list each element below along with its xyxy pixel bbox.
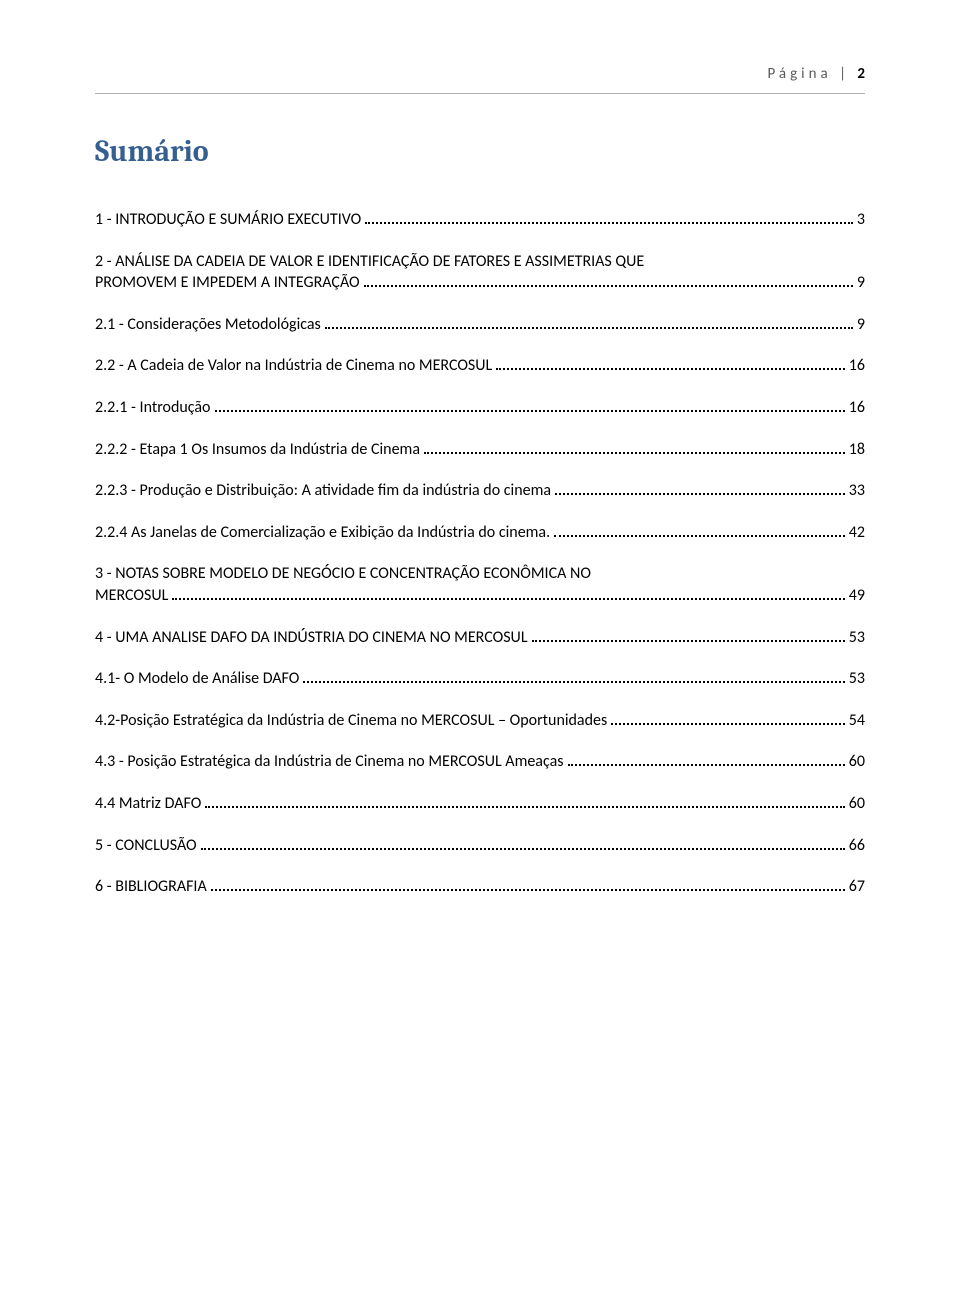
page-title: Sumário	[95, 134, 865, 169]
toc-text-cont: MERCOSUL	[95, 585, 168, 607]
toc-entry: 4.3 - Posição Estratégica da Indústria d…	[95, 751, 865, 773]
toc-page-number: 60	[849, 751, 865, 773]
toc-page-number: 54	[849, 710, 865, 732]
toc-entry: 2.2.3 - Produção e Distribuição: A ativi…	[95, 480, 865, 502]
toc-entry: 2 - ANÁLISE DA CADEIA DE VALOR E IDENTIF…	[95, 251, 865, 294]
toc-page-number: 53	[849, 627, 865, 649]
toc-entry: 5 - CONCLUSÃO 66	[95, 835, 865, 857]
toc-leader-dots	[555, 482, 845, 495]
toc-leader-dots	[364, 274, 853, 287]
header-label: Página	[767, 65, 831, 83]
toc-page-number: 53	[849, 668, 865, 690]
header-rule	[95, 93, 865, 94]
toc-page-number: 60	[849, 793, 865, 815]
toc-entry: 2.1 - Considerações Metodológicas 9	[95, 314, 865, 336]
toc-page-number: 9	[857, 314, 865, 336]
toc-text: 4.3 - Posição Estratégica da Indústria d…	[95, 751, 564, 773]
toc-leader-dots	[325, 316, 853, 329]
toc-text: 4 - UMA ANALISE DAFO DA INDÚSTRIA DO CIN…	[95, 627, 528, 649]
toc-page-number: 16	[849, 355, 865, 377]
toc-line2: PROMOVEM E IMPEDEM A INTEGRAÇÃO 9	[95, 272, 865, 294]
toc-text: 1 - INTRODUÇÃO E SUMÁRIO EXECUTIVO	[95, 209, 361, 231]
toc-entry: 6 - BIBLIOGRAFIA 67	[95, 876, 865, 898]
toc-entry: 4 - UMA ANALISE DAFO DA INDÚSTRIA DO CIN…	[95, 627, 865, 649]
toc-entry: 2.2 - A Cadeia de Valor na Indústria de …	[95, 355, 865, 377]
toc-page-number: 9	[857, 272, 865, 294]
page-header: Página | 2	[95, 65, 865, 83]
table-of-contents: 1 - INTRODUÇÃO E SUMÁRIO EXECUTIVO 3 2 - A…	[95, 209, 865, 898]
toc-entry: 3 - NOTAS SOBRE MODELO DE NEGÓCIO E CONC…	[95, 563, 865, 606]
toc-leader-dots	[496, 358, 845, 371]
toc-text: 6 - BIBLIOGRAFIA	[95, 876, 207, 898]
toc-leader-dots	[365, 211, 853, 224]
toc-entry: 4.1- O Modelo de Análise DAFO 53	[95, 668, 865, 690]
toc-text: 2 - ANÁLISE DA CADEIA DE VALOR E IDENTIF…	[95, 251, 865, 273]
toc-leader-dots	[568, 754, 845, 767]
toc-entry: 1 - INTRODUÇÃO E SUMÁRIO EXECUTIVO 3	[95, 209, 865, 231]
toc-entry: 2.2.2 - Etapa 1 Os Insumos da Indústria …	[95, 439, 865, 461]
toc-entry: 4.2-Posição Estratégica da Indústria de …	[95, 710, 865, 732]
toc-leader-dots	[211, 878, 845, 891]
toc-text: 4.1- O Modelo de Análise DAFO	[95, 668, 299, 690]
toc-page-number: 67	[849, 876, 865, 898]
toc-leader-dots	[424, 441, 845, 454]
toc-page-number: 33	[849, 480, 865, 502]
document-page: Página | 2 Sumário 1 - INTRODUÇÃO E SUMÁ…	[0, 0, 960, 1303]
toc-page-number: 42	[849, 522, 865, 544]
toc-text: 3 - NOTAS SOBRE MODELO DE NEGÓCIO E CONC…	[95, 563, 865, 585]
toc-text: 2.2.1 - Introdução	[95, 397, 211, 419]
toc-leader-dots	[611, 712, 845, 725]
toc-entry: 2.2.4 As Janelas de Comercialização e Ex…	[95, 522, 865, 544]
toc-text: 2.2 - A Cadeia de Valor na Indústria de …	[95, 355, 492, 377]
header-page-number: 2	[857, 65, 865, 83]
toc-leader-dots	[205, 795, 844, 808]
toc-leader-dots	[201, 837, 845, 850]
toc-text-cont: PROMOVEM E IMPEDEM A INTEGRAÇÃO	[95, 272, 360, 294]
toc-text: 4.4 Matriz DAFO	[95, 793, 201, 815]
toc-text: 2.2.2 - Etapa 1 Os Insumos da Indústria …	[95, 439, 420, 461]
toc-entry: 2.2.1 - Introdução 16	[95, 397, 865, 419]
toc-leader-dots	[215, 399, 845, 412]
toc-text: 2.2.3 - Produção e Distribuição: A ativi…	[95, 480, 551, 502]
toc-leader-dots	[303, 670, 844, 683]
toc-leader-dots	[532, 629, 845, 642]
toc-text: 5 - CONCLUSÃO	[95, 835, 197, 857]
toc-text: 4.2-Posição Estratégica da Indústria de …	[95, 710, 607, 732]
toc-page-number: 49	[849, 585, 865, 607]
toc-text: 2.2.4 As Janelas de Comercialização e Ex…	[95, 522, 550, 544]
toc-leader-dots	[172, 587, 844, 600]
toc-line2: MERCOSUL 49	[95, 585, 865, 607]
toc-page-number: 16	[849, 397, 865, 419]
header-separator: |	[839, 65, 850, 83]
toc-leader-dots	[554, 524, 845, 537]
toc-page-number: 66	[849, 835, 865, 857]
toc-text: 2.1 - Considerações Metodológicas	[95, 314, 321, 336]
toc-page-number: 18	[849, 439, 865, 461]
toc-entry: 4.4 Matriz DAFO 60	[95, 793, 865, 815]
toc-page-number: 3	[857, 209, 865, 231]
